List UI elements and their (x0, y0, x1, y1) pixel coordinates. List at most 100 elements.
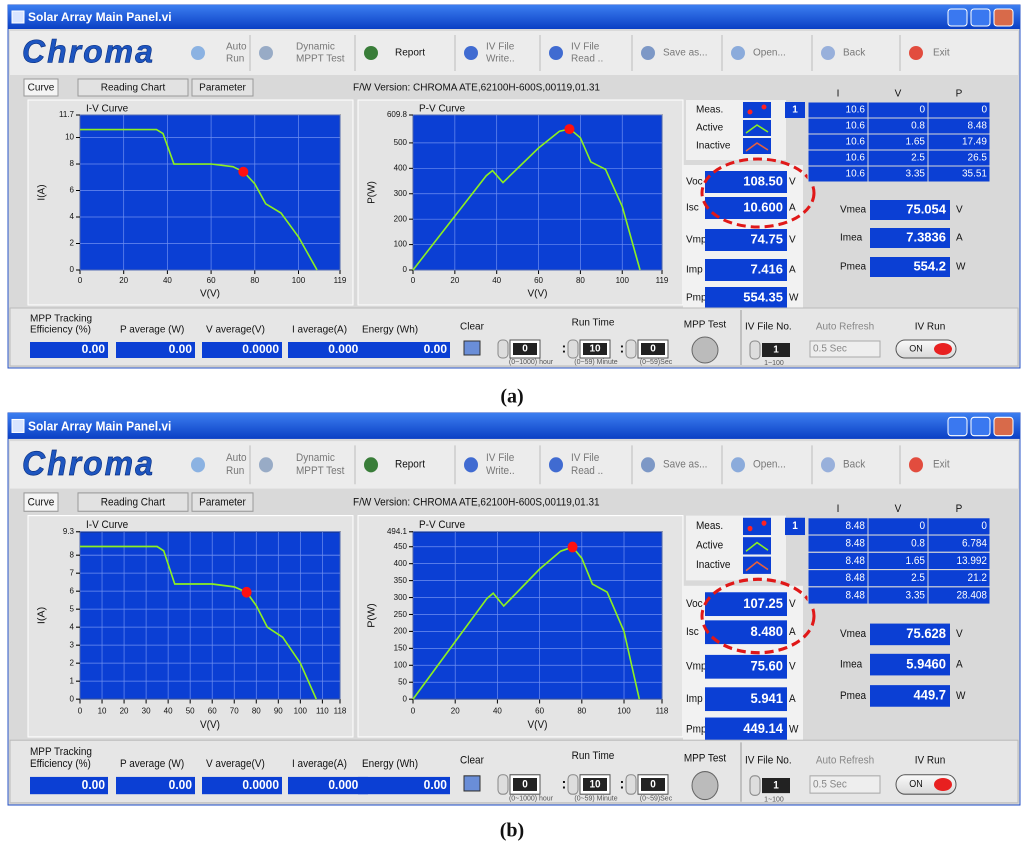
button-label[interactable]: Save as... (663, 459, 707, 470)
readout-label: Isc (686, 203, 699, 214)
spinner[interactable] (567, 774, 579, 795)
tab-label[interactable]: Parameter (199, 497, 246, 508)
y-tick-label: 200 (394, 625, 408, 635)
button-icon (909, 457, 923, 473)
readout-unit: A (789, 694, 796, 705)
button-icon (731, 46, 745, 60)
time-separator: : (620, 776, 625, 793)
button-label[interactable]: Auto (226, 42, 247, 53)
button-label[interactable]: Back (843, 459, 866, 470)
button-label[interactable]: Read .. (571, 54, 603, 65)
stat-value: 0.0000 (328, 778, 365, 793)
iv-run-value[interactable]: ON (909, 779, 922, 789)
spinner[interactable] (497, 339, 509, 359)
button-label[interactable]: Open... (753, 459, 786, 470)
button-label[interactable]: Exit (933, 48, 950, 59)
button-label[interactable]: Dynamic (296, 453, 335, 464)
table-header: V (895, 504, 902, 515)
mpp-test-knob[interactable] (691, 336, 719, 364)
mpp-test-knob[interactable] (691, 770, 719, 801)
tab-label[interactable]: Curve (28, 497, 55, 508)
tab[interactable] (77, 78, 189, 97)
button-label[interactable]: MPPT Test (296, 466, 345, 477)
stat-box (116, 342, 195, 358)
caption: (a) (500, 386, 523, 408)
tab-label[interactable]: Reading Chart (101, 497, 165, 508)
button-label[interactable]: Report (395, 459, 425, 470)
table-value: 26.5 (968, 153, 988, 164)
tab-label[interactable]: Parameter (199, 83, 246, 94)
auto-refresh-value[interactable]: 0.5 Sec (813, 779, 847, 790)
tab-label[interactable]: Reading Chart (101, 83, 166, 94)
legend-label: Inactive (696, 560, 731, 571)
button-label[interactable]: MPPT Test (296, 54, 345, 65)
maximize-button[interactable] (970, 416, 991, 437)
firmware-version: F/W Version: CHROMA ATE,62100H-600S,0011… (353, 83, 600, 94)
clear-button[interactable] (463, 775, 481, 792)
table-value: 0.8 (911, 121, 925, 132)
clear-button[interactable] (463, 340, 481, 356)
button-label[interactable]: IV File (486, 453, 515, 464)
stat-value: 0.00 (82, 778, 105, 793)
table-value: 6.784 (962, 538, 987, 549)
minimize-button[interactable] (947, 8, 968, 27)
time-value: 0 (650, 779, 656, 790)
close-button[interactable] (993, 416, 1014, 437)
button-label[interactable]: Run (226, 466, 245, 477)
clear-label[interactable]: Clear (460, 322, 485, 333)
tab[interactable] (77, 492, 189, 512)
tab-label[interactable]: Curve (28, 83, 55, 94)
maximize-button[interactable] (970, 8, 991, 27)
time-value: 0 (650, 344, 656, 355)
iv-file-no-label: IV File No. (745, 755, 792, 766)
legend-swatch (743, 138, 771, 154)
readout-unit: A (789, 203, 796, 214)
spinner[interactable] (749, 775, 761, 796)
x-tick-label: 20 (119, 276, 128, 285)
button-label[interactable]: Write.. (486, 54, 515, 65)
auto-refresh-dropdown[interactable] (809, 340, 881, 358)
button-icon (259, 46, 273, 60)
button-label[interactable]: IV File (571, 42, 600, 53)
spinner[interactable] (749, 340, 761, 360)
tab[interactable] (191, 78, 254, 97)
button-label[interactable]: Save as... (663, 48, 707, 59)
auto-refresh-value[interactable]: 0.5 Sec (813, 344, 847, 355)
measure-box (870, 623, 950, 646)
tab[interactable] (23, 492, 59, 512)
time-inner (513, 343, 537, 355)
button-label[interactable]: Dynamic (296, 42, 335, 53)
close-button[interactable] (993, 8, 1014, 27)
iv-run-value[interactable]: ON (909, 343, 923, 353)
button-label[interactable]: Report (395, 48, 425, 59)
spinner[interactable] (625, 339, 637, 359)
button-label[interactable]: Write.. (486, 466, 515, 477)
readout-value: 107.25 (743, 595, 783, 611)
readout-box (705, 687, 787, 712)
button-label[interactable]: Open... (753, 48, 786, 59)
stat-value: 0.0000 (328, 342, 365, 356)
spinner[interactable] (625, 774, 637, 795)
spinner[interactable] (567, 339, 579, 359)
button-label[interactable]: Run (226, 54, 244, 65)
minimize-button[interactable] (947, 416, 968, 437)
readout-label: Pmp (686, 293, 707, 304)
spinner[interactable] (497, 774, 509, 795)
button-label[interactable]: IV File (486, 42, 515, 53)
y-tick-label: 9.3 (63, 526, 74, 536)
tab[interactable] (191, 492, 254, 512)
button-label[interactable]: Exit (933, 459, 950, 470)
button-label[interactable]: Auto (226, 453, 247, 464)
y-tick-label: 1 (70, 675, 75, 685)
button-label[interactable]: IV File (571, 453, 600, 464)
stat-label: P average (W) (120, 325, 184, 336)
clear-label[interactable]: Clear (460, 755, 484, 766)
table-value: 17.49 (962, 137, 987, 148)
tab[interactable] (23, 78, 59, 97)
auto-refresh-dropdown[interactable] (809, 775, 881, 794)
y-axis-label: I(A) (37, 607, 48, 624)
table-value: 21.2 (968, 573, 988, 584)
button-label[interactable]: Read .. (571, 466, 603, 477)
readout-label: Voc (686, 177, 703, 188)
button-label[interactable]: Back (843, 48, 866, 59)
